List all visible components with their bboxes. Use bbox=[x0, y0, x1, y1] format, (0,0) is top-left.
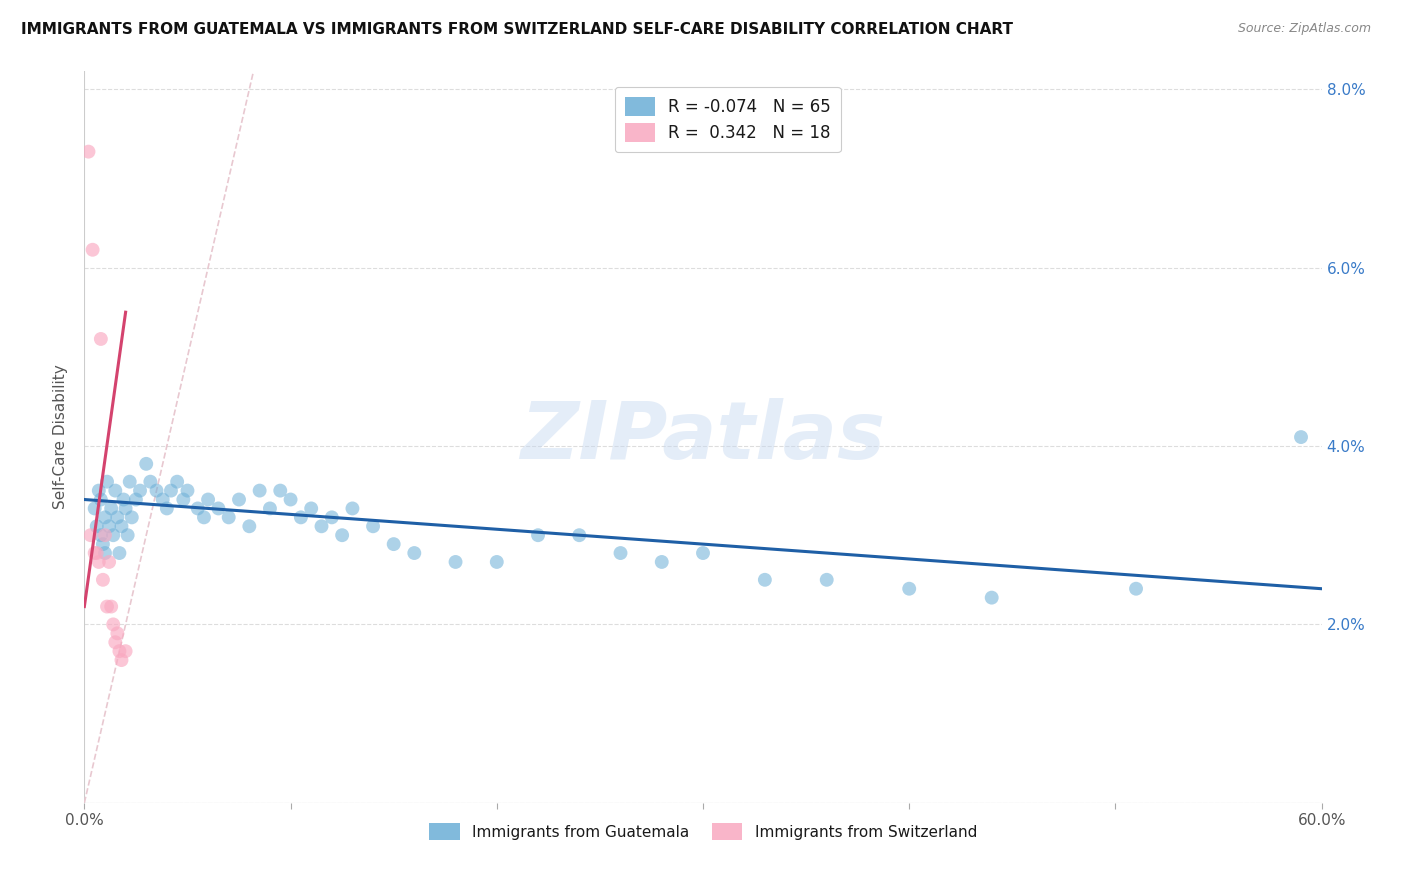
Point bbox=[311, 519, 333, 533]
Point bbox=[238, 519, 260, 533]
Point bbox=[117, 528, 139, 542]
Point bbox=[86, 519, 108, 533]
Text: Source: ZipAtlas.com: Source: ZipAtlas.com bbox=[1237, 22, 1371, 36]
Point bbox=[91, 537, 114, 551]
Point bbox=[815, 573, 838, 587]
Legend: Immigrants from Guatemala, Immigrants from Switzerland: Immigrants from Guatemala, Immigrants fr… bbox=[423, 816, 983, 847]
Point bbox=[754, 573, 776, 587]
Point bbox=[1289, 430, 1312, 444]
Point bbox=[361, 519, 384, 533]
Point bbox=[94, 528, 117, 542]
Point bbox=[129, 483, 152, 498]
Point bbox=[485, 555, 508, 569]
Text: ZIPatlas: ZIPatlas bbox=[520, 398, 886, 476]
Point bbox=[166, 475, 188, 489]
Point bbox=[269, 483, 291, 498]
Point bbox=[103, 528, 125, 542]
Point bbox=[299, 501, 322, 516]
Point bbox=[94, 510, 117, 524]
Point bbox=[172, 492, 194, 507]
Point bbox=[114, 501, 136, 516]
Point bbox=[651, 555, 673, 569]
Point bbox=[96, 599, 118, 614]
Point bbox=[86, 546, 108, 560]
Point bbox=[898, 582, 921, 596]
Point bbox=[98, 519, 121, 533]
Point bbox=[77, 145, 100, 159]
Point bbox=[1125, 582, 1147, 596]
Point bbox=[152, 492, 174, 507]
Point bbox=[228, 492, 250, 507]
Point bbox=[527, 528, 550, 542]
Point bbox=[160, 483, 183, 498]
Point bbox=[145, 483, 167, 498]
Point bbox=[105, 510, 128, 524]
Point bbox=[135, 457, 157, 471]
Point bbox=[83, 546, 105, 560]
Point bbox=[218, 510, 240, 524]
Point bbox=[330, 528, 353, 542]
Point bbox=[96, 475, 118, 489]
Point bbox=[83, 501, 105, 516]
Point bbox=[207, 501, 229, 516]
Point bbox=[104, 483, 127, 498]
Point bbox=[90, 332, 112, 346]
Point bbox=[290, 510, 312, 524]
Point bbox=[121, 510, 143, 524]
Point bbox=[98, 555, 121, 569]
Point bbox=[87, 483, 110, 498]
Point bbox=[105, 626, 128, 640]
Point bbox=[90, 528, 112, 542]
Point bbox=[87, 555, 110, 569]
Point bbox=[90, 492, 112, 507]
Point bbox=[100, 501, 122, 516]
Text: IMMIGRANTS FROM GUATEMALA VS IMMIGRANTS FROM SWITZERLAND SELF-CARE DISABILITY CO: IMMIGRANTS FROM GUATEMALA VS IMMIGRANTS … bbox=[21, 22, 1014, 37]
Point bbox=[176, 483, 198, 498]
Point bbox=[110, 519, 132, 533]
Point bbox=[114, 644, 136, 658]
Point bbox=[280, 492, 302, 507]
Y-axis label: Self-Care Disability: Self-Care Disability bbox=[53, 365, 69, 509]
Point bbox=[110, 653, 132, 667]
Point bbox=[568, 528, 591, 542]
Point bbox=[197, 492, 219, 507]
Point bbox=[104, 635, 127, 649]
Point bbox=[259, 501, 281, 516]
Point bbox=[404, 546, 426, 560]
Point bbox=[692, 546, 714, 560]
Point bbox=[108, 644, 131, 658]
Point bbox=[382, 537, 405, 551]
Point bbox=[321, 510, 343, 524]
Point bbox=[609, 546, 631, 560]
Point bbox=[249, 483, 271, 498]
Point bbox=[94, 546, 117, 560]
Point bbox=[193, 510, 215, 524]
Point bbox=[139, 475, 162, 489]
Point bbox=[444, 555, 467, 569]
Point bbox=[156, 501, 179, 516]
Point bbox=[112, 492, 135, 507]
Point bbox=[82, 243, 104, 257]
Point bbox=[103, 617, 125, 632]
Point bbox=[125, 492, 148, 507]
Point bbox=[342, 501, 364, 516]
Point bbox=[187, 501, 209, 516]
Point bbox=[118, 475, 141, 489]
Point bbox=[91, 573, 114, 587]
Point bbox=[980, 591, 1002, 605]
Point bbox=[108, 546, 131, 560]
Point bbox=[79, 528, 101, 542]
Point bbox=[100, 599, 122, 614]
